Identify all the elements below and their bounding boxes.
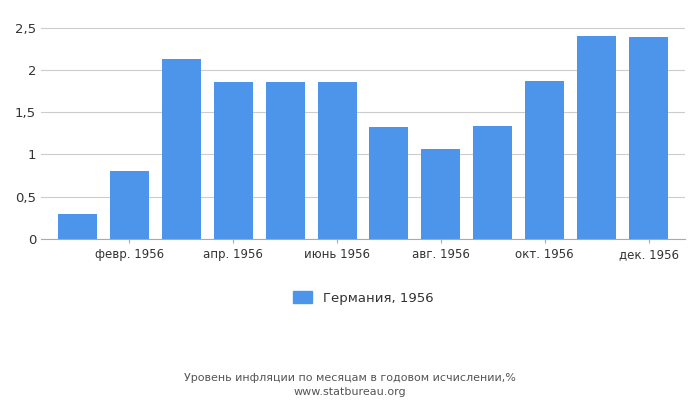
Bar: [318, 82, 356, 239]
Bar: [370, 128, 408, 239]
Legend: Германия, 1956: Германия, 1956: [287, 286, 439, 310]
Text: Уровень инфляции по месяцам в годовом исчислении,%: Уровень инфляции по месяцам в годовом ис…: [184, 373, 516, 383]
Bar: [629, 37, 668, 239]
Bar: [525, 81, 564, 239]
Bar: [58, 214, 97, 239]
Text: www.statbureau.org: www.statbureau.org: [294, 387, 406, 397]
Bar: [578, 36, 616, 239]
Bar: [265, 82, 304, 239]
Bar: [421, 149, 461, 239]
Bar: [214, 82, 253, 239]
Bar: [162, 59, 201, 239]
Bar: [110, 171, 149, 239]
Bar: [473, 126, 512, 239]
